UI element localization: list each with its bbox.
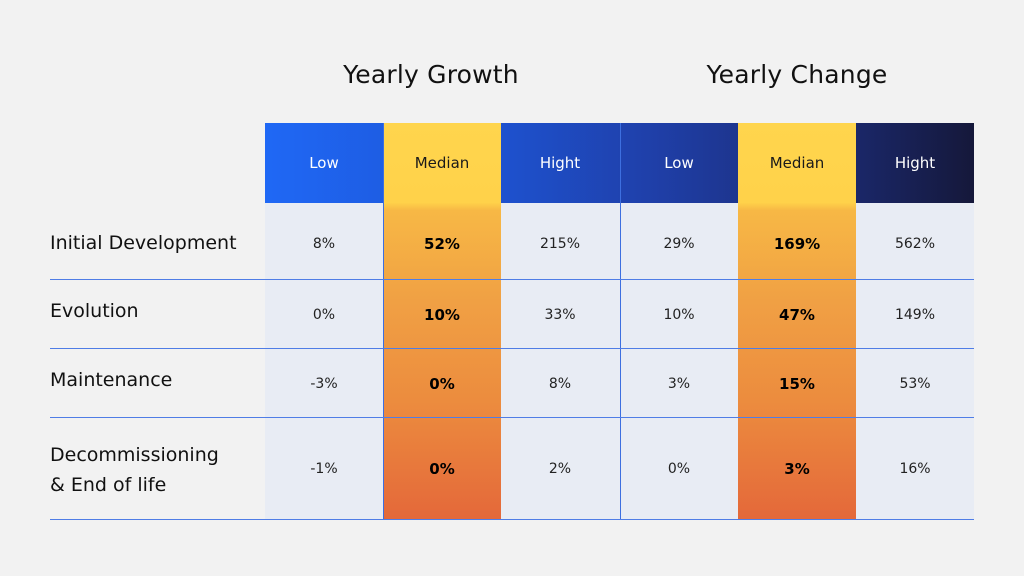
header-hight-change: Hight bbox=[894, 154, 936, 172]
row-label: Maintenance bbox=[50, 369, 173, 391]
table-cell: 16% bbox=[899, 461, 931, 477]
row-separator bbox=[50, 279, 974, 280]
table-cell: 52% bbox=[424, 234, 460, 253]
table-cell: 8% bbox=[312, 235, 336, 252]
row-separator bbox=[50, 417, 974, 418]
row-separator bbox=[50, 348, 974, 349]
row-label: Decommissioning & End of life bbox=[50, 444, 219, 496]
table-cell: -3% bbox=[310, 375, 338, 392]
row-label: Evolution bbox=[50, 300, 139, 322]
table-cell: 29% bbox=[663, 235, 695, 252]
column-divider bbox=[383, 123, 384, 520]
table-cell: 3% bbox=[667, 375, 691, 392]
table-cell: -1% bbox=[310, 461, 338, 477]
table-cell: 0% bbox=[429, 374, 455, 393]
table-cell: 3% bbox=[784, 460, 810, 478]
table-cell: 33% bbox=[544, 306, 576, 323]
table-cell: 169% bbox=[773, 234, 821, 253]
yearly-change-title: Yearly Change bbox=[706, 60, 888, 89]
table-cell: 562% bbox=[894, 235, 936, 252]
table-cell: 10% bbox=[424, 305, 460, 324]
yearly-growth-title: Yearly Growth bbox=[343, 60, 519, 89]
table-cell: 2% bbox=[548, 461, 572, 477]
group-divider bbox=[620, 123, 621, 520]
table-cell: 215% bbox=[539, 235, 581, 252]
table-cell: 53% bbox=[899, 375, 931, 392]
table-cell: 15% bbox=[779, 374, 815, 393]
table-cell: 8% bbox=[548, 375, 572, 392]
header-median-change: Median bbox=[769, 154, 825, 172]
header-median-growth: Median bbox=[414, 154, 470, 172]
median-column-change bbox=[738, 123, 856, 520]
table-cell: 47% bbox=[779, 305, 815, 324]
table-cell: 0% bbox=[312, 306, 336, 323]
table-cell: 0% bbox=[429, 460, 455, 478]
header-low-change: Low bbox=[664, 154, 694, 172]
comparison-table: Low Median Hight Low Median Hight Initial Deve… bbox=[50, 123, 974, 520]
header-hight-growth: Hight bbox=[539, 154, 581, 172]
table-cell: 149% bbox=[894, 306, 936, 323]
table-cell: 0% bbox=[667, 461, 691, 477]
table-cell: 10% bbox=[663, 306, 695, 323]
row-label: Initial Development bbox=[50, 232, 237, 254]
row-separator bbox=[50, 519, 974, 520]
header-low-growth: Low bbox=[309, 154, 339, 172]
median-column-growth bbox=[383, 123, 501, 520]
